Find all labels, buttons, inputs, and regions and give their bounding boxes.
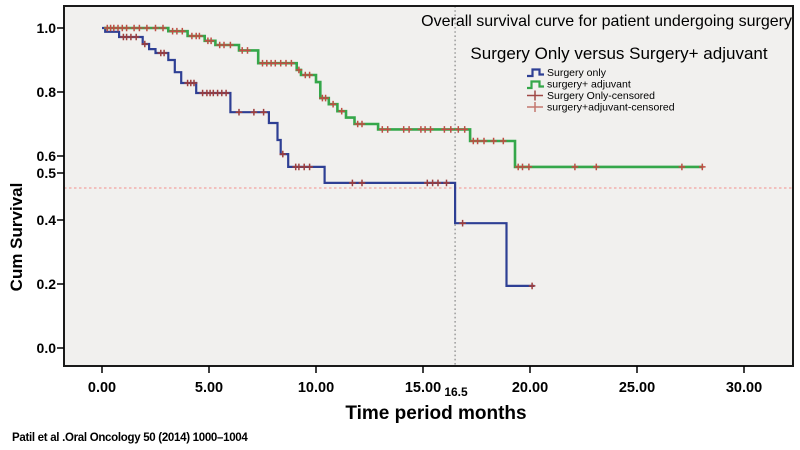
- y-tick-0-2: 0.2: [37, 276, 57, 292]
- censored-cross-icon: [527, 102, 543, 112]
- chart-subtitle: Surgery Only versus Surgery+ adjuvant: [470, 44, 767, 63]
- legend-item-surgery-adjuvant: surgery+ adjuvant: [527, 79, 631, 91]
- x-tick-25: 25.00: [619, 380, 655, 396]
- legend-item-surgery-only-censored: Surgery Only-censored: [527, 90, 655, 102]
- x-axis-ticks: [101, 366, 745, 373]
- y-axis-ticks: [57, 27, 64, 349]
- y-axis-tick-labels: 1.0 0.8 0.6 0.5 0.4 0.2 0.0: [37, 20, 57, 356]
- surgery-only-curve: [102, 26, 535, 287]
- x-tick-20: 20.00: [512, 380, 548, 396]
- x-tick-30: 30.00: [726, 380, 762, 396]
- surgery-only-censor-marks: [120, 33, 536, 290]
- y-tick-0-4: 0.4: [37, 212, 57, 228]
- step-line-icon: [527, 80, 544, 90]
- censored-cross-icon: [527, 90, 543, 101]
- citation: Patil et al .Oral Oncology 50 (2014) 100…: [12, 432, 248, 444]
- x-tick-15: 15.00: [405, 380, 441, 396]
- x-tick-median-16-5: 16.5: [444, 385, 468, 399]
- x-tick-5: 5.00: [195, 380, 223, 396]
- legend-item-surgery-adjuvant-censored: surgery+adjuvant-censored: [527, 102, 675, 114]
- legend-label: Surgery Only-censored: [547, 90, 655, 102]
- y-tick-1-0: 1.0: [37, 20, 57, 36]
- y-tick-0-5: 0.5: [37, 165, 57, 181]
- plot-area: [64, 6, 793, 366]
- y-axis-title: Cum Survival: [7, 183, 26, 292]
- legend-label: surgery+ adjuvant: [547, 79, 631, 91]
- step-line-icon: [527, 68, 544, 78]
- y-tick-0-0: 0.0: [37, 340, 57, 356]
- legend: Surgery only surgery+ adjuvant Surgery O…: [527, 67, 675, 114]
- plot-border: [63, 5, 794, 367]
- censor-marks: [104, 24, 706, 290]
- x-tick-10: 10.00: [298, 380, 334, 396]
- surgery-adjuvant-curve: [104, 26, 704, 169]
- x-axis-title: Time period months: [345, 403, 526, 424]
- legend-label: Surgery only: [547, 67, 607, 79]
- y-tick-0-8: 0.8: [37, 84, 57, 100]
- legend-label: surgery+adjuvant-censored: [547, 102, 675, 114]
- surgery-adjuvant-censor-marks: [104, 24, 706, 171]
- x-axis-tick-labels: 0.00 5.00 10.00 15.00 20.00 25.00 30.00 …: [88, 380, 762, 399]
- survival-curves: [102, 26, 704, 287]
- chart-title: Overall survival curve for patient under…: [421, 13, 792, 30]
- legend-item-surgery-only: Surgery only: [527, 67, 607, 79]
- y-tick-0-6: 0.6: [37, 148, 57, 164]
- x-tick-0: 0.00: [88, 380, 116, 396]
